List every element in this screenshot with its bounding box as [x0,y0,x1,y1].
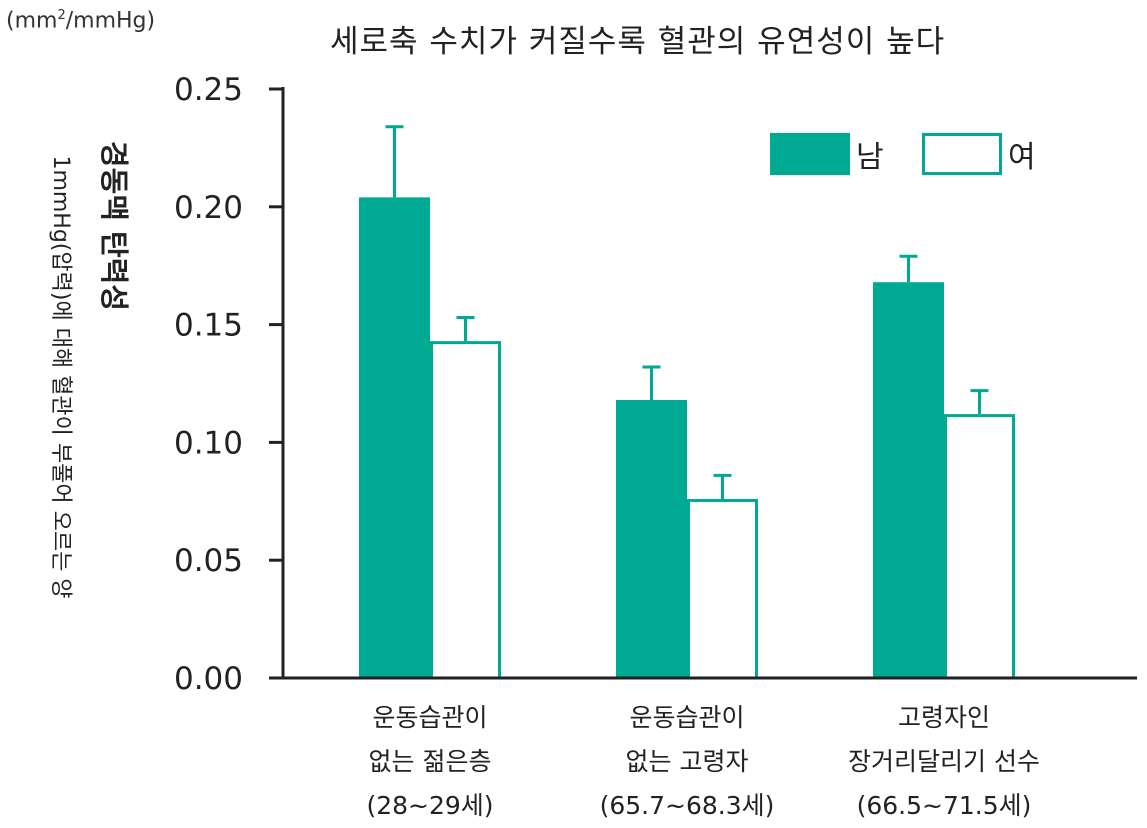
legend-male: 남 [770,132,884,176]
y-tick-label: 0.00 [174,661,243,697]
legend-female: 여 [922,132,1036,176]
x-category-line: 고령자인 [897,703,990,732]
x-category-line: 운동습관이 [372,703,488,732]
x-category-line: (66.5~71.5세) [856,791,1032,820]
x-category-line: 없는 고령자 [625,747,749,776]
x-category-line: (65.7~68.3세) [599,791,775,820]
y-tick-label: 0.05 [174,543,243,579]
chart-title: 세로축 수치가 커질수록 혈관의 유연성이 높다 [330,24,946,60]
legend-label-female: 여 [1008,140,1036,175]
bar-male [359,197,430,678]
legend-label-male: 남 [856,140,884,175]
bar-male [873,282,944,678]
y-tick-label: 0.15 [174,308,243,344]
legend-swatch-male [770,133,850,175]
x-category-line: 운동습관이 [629,703,745,732]
bar-female [430,341,501,680]
bar-female [944,414,1015,680]
y-unit-label: (mm2/mmHg) [6,8,156,34]
y-tick-label: 0.20 [174,190,243,226]
legend-swatch-female [922,133,1002,175]
y-tick-label: 0.10 [174,425,243,461]
y-tick-label: 0.25 [174,72,243,108]
bar-female [687,498,758,680]
x-category-line: (28~29세) [366,791,494,820]
x-category-line: 없는 젊은층 [368,747,492,776]
x-category-line: 장거리달리기 선수 [848,747,1040,776]
bar-male [616,399,687,678]
